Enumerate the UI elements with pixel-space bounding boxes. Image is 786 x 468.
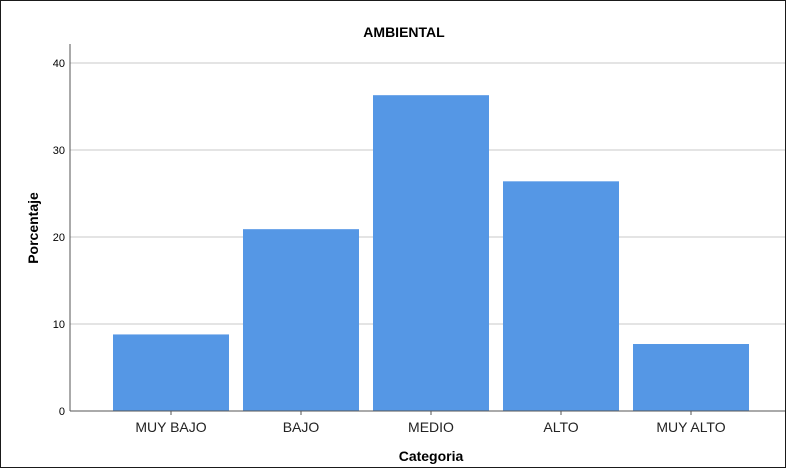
- y-tick-label: 10: [53, 319, 65, 331]
- bar-muy-bajo: [113, 334, 229, 411]
- x-tick-label: ALTO: [543, 419, 578, 435]
- y-axis-label: Porcentaje: [25, 192, 41, 264]
- bar-bajo: [243, 229, 359, 411]
- x-tick-label: MUY ALTO: [656, 419, 725, 435]
- bar-medio: [373, 95, 489, 411]
- chart-title: AMBIENTAL: [363, 24, 445, 40]
- x-axis-label: Categoria: [399, 448, 464, 464]
- x-tick-label: MUY BAJO: [135, 419, 206, 435]
- x-tick-label: BAJO: [283, 419, 320, 435]
- bar-alto: [503, 181, 619, 411]
- x-tick-label: MEDIO: [408, 419, 454, 435]
- y-tick-label: 40: [53, 58, 65, 70]
- x-axis-ticks: MUY BAJO BAJO MEDIO ALTO MUY ALTO: [135, 411, 726, 435]
- y-tick-label: 0: [59, 406, 65, 418]
- y-tick-label: 20: [53, 232, 65, 244]
- y-tick-label: 30: [53, 145, 65, 157]
- bar-muy-alto: [633, 344, 749, 411]
- y-axis-ticks: 0 10 20 30 40: [53, 58, 65, 418]
- bars: [113, 95, 749, 411]
